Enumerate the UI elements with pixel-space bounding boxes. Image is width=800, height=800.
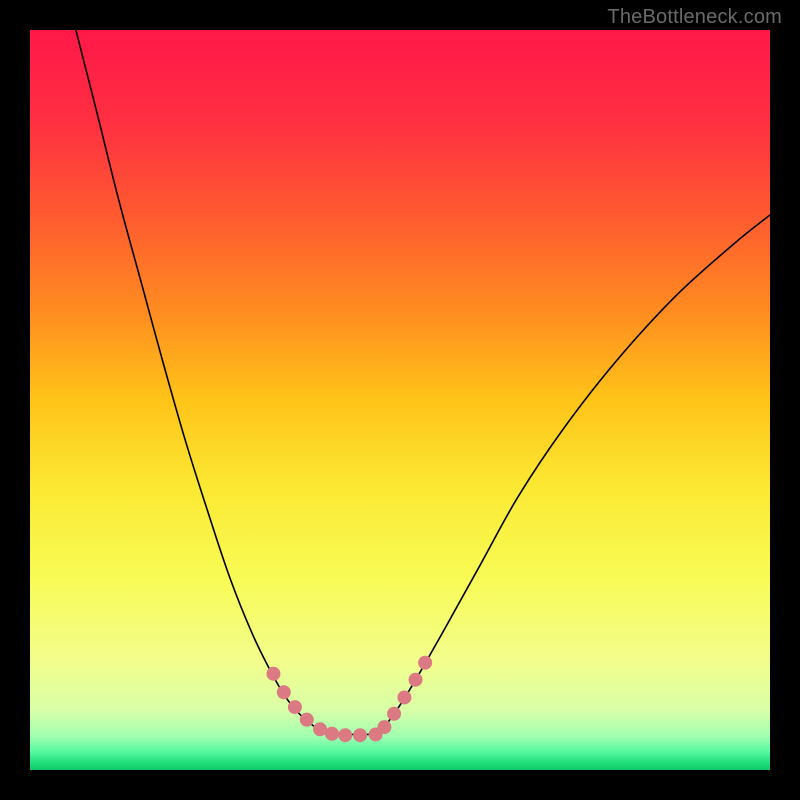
valley-marker [338,728,352,742]
valley-marker [277,685,291,699]
valley-markers [266,656,432,743]
valley-marker [300,713,314,727]
bottleneck-curves [30,30,770,770]
watermark-text: TheBottleneck.com [607,6,782,29]
valley-marker [353,728,367,742]
chart-area [30,30,770,770]
left-curve [76,30,326,733]
right-curve [378,215,770,733]
valley-marker [387,707,401,721]
valley-marker [409,673,423,687]
valley-marker [288,700,302,714]
valley-marker [377,720,391,734]
valley-marker [325,727,339,741]
valley-marker [397,690,411,704]
valley-marker [266,667,280,681]
valley-marker [418,656,432,670]
